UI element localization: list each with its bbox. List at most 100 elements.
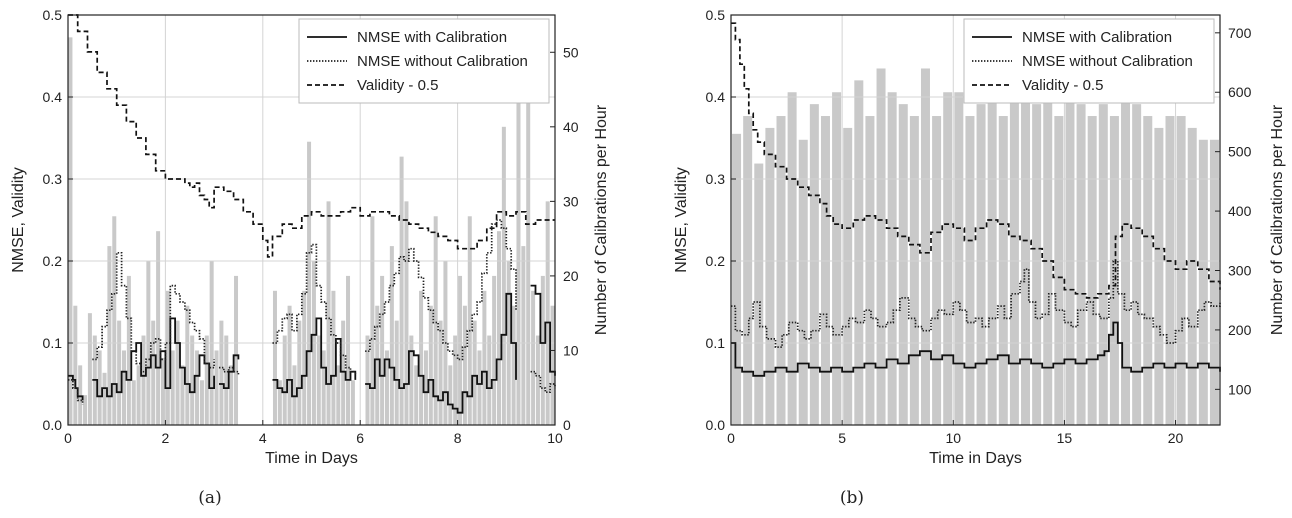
calibration-bar: [545, 201, 550, 425]
calibration-bar: [224, 335, 229, 425]
calibration-bar: [1132, 104, 1142, 425]
calibration-bar: [743, 116, 753, 425]
calibration-bar: [467, 216, 472, 425]
y2-axis-label: Number of Calibrations per Hour: [1269, 104, 1286, 335]
x-tick-label: 4: [259, 430, 267, 446]
calibration-bar: [117, 320, 122, 425]
calibration-bar: [102, 372, 107, 425]
calibration-bar: [73, 305, 78, 425]
calibration-bar: [954, 92, 964, 426]
series-validity-0-5: [68, 14, 555, 258]
y-tick-label: 0.4: [706, 89, 726, 105]
legend-label: NMSE with Calibration: [357, 29, 507, 46]
series-validity-0-5: [731, 22, 1221, 299]
calibration-bar: [122, 350, 127, 425]
series-line: [272, 317, 357, 398]
calibration-bar: [307, 141, 312, 425]
calibration-bar: [326, 201, 331, 425]
y-tick-label: 0.2: [43, 253, 63, 269]
series-line: [272, 243, 357, 376]
calibration-bar: [976, 104, 986, 425]
y2-tick-label: 0: [563, 417, 571, 433]
calibration-bar: [316, 335, 321, 425]
calibration-bar: [175, 320, 180, 425]
y-tick-label: 0.4: [43, 89, 63, 105]
calibration-bar: [898, 104, 908, 425]
calibration-bar: [832, 92, 842, 426]
series-nmse-without-calibration: [731, 260, 1221, 348]
y2-tick-label: 30: [563, 193, 579, 209]
legend-label: NMSE with Calibration: [1022, 29, 1172, 46]
y2-tick-label: 100: [1228, 381, 1252, 397]
chart-panel-b: 0 5 10 15 20 0.0 0.1 0.2 0.3 0.4 0.5 100 200 300 400 50…: [673, 7, 1286, 467]
calibration-bar: [550, 305, 555, 425]
calibration-bar: [277, 380, 282, 425]
y2-tick-label: 50: [563, 44, 579, 60]
calibration-bar: [865, 116, 875, 425]
calibration-bar: [170, 350, 175, 425]
calibration-bar: [1076, 104, 1086, 425]
calibration-bar: [1121, 80, 1131, 426]
plot-frame: [730, 14, 1221, 426]
calibration-bar: [199, 380, 204, 425]
y-tick-label: 0.0: [706, 417, 726, 433]
calibration-bar: [302, 290, 307, 425]
series-nmse-with-calibration: [731, 321, 1221, 377]
x-tick-label: 8: [454, 430, 462, 446]
y2-tick-label: 20: [563, 268, 579, 284]
calibration-bar: [409, 335, 414, 425]
calibration-bar: [365, 335, 370, 425]
calibration-bar: [1198, 139, 1208, 426]
calibration-bar: [131, 380, 136, 425]
calibration-bar: [843, 127, 853, 425]
calibration-bar: [389, 246, 394, 425]
calibration-bar: [190, 335, 195, 425]
calibration-bar: [492, 275, 497, 425]
y2-tick-label: 40: [563, 119, 579, 135]
legend-label: NMSE without Calibration: [357, 53, 528, 70]
x-tick-label: 10: [547, 430, 563, 446]
calibration-bar: [1043, 80, 1053, 426]
legend: NMSE with Calibration NMSE without Calibr…: [298, 18, 550, 104]
series-line: [731, 321, 1221, 377]
y-tick-label: 0.0: [43, 417, 63, 433]
x-tick-label: 0: [727, 430, 735, 446]
calibration-bar: [97, 350, 102, 425]
calibration-bar: [331, 290, 336, 425]
calibration-bar: [423, 350, 428, 425]
calibration-bar: [453, 335, 458, 425]
calibration-bar: [809, 104, 819, 425]
calibration-bar: [1143, 116, 1153, 425]
calibration-bar: [83, 395, 88, 425]
calibration-bar: [229, 365, 234, 425]
calibration-bar: [438, 320, 443, 425]
calibration-bar: [78, 365, 83, 425]
calibration-bar: [521, 246, 526, 425]
calibration-bar: [151, 320, 156, 425]
series-line: [530, 370, 556, 394]
calibration-bar: [297, 320, 302, 425]
calibration-bar: [87, 313, 92, 425]
calibration-bar: [219, 320, 224, 425]
x-tick-label: 2: [162, 430, 170, 446]
y-tick-label: 0.5: [43, 7, 63, 23]
calibration-bar: [321, 350, 326, 425]
caption-a: (a): [198, 488, 222, 508]
y2-tick-label: 600: [1228, 84, 1252, 100]
calibration-bar: [482, 290, 487, 425]
y-tick-label: 0.3: [43, 171, 63, 187]
caption-b: (b): [839, 488, 865, 508]
calibration-bars: [732, 68, 1219, 426]
calibration-bar: [404, 201, 409, 425]
calibration-bar: [965, 116, 975, 425]
calibration-bar: [920, 68, 930, 425]
series-line: [530, 284, 556, 376]
calibration-bar: [787, 92, 797, 426]
calibration-bar: [458, 275, 463, 425]
calibration-bar: [487, 335, 492, 425]
calibration-bar: [1065, 92, 1075, 426]
legend-label: Validity - 0.5: [357, 77, 438, 94]
x-tick-label: 5: [838, 430, 846, 446]
calibration-bar: [399, 156, 404, 426]
calibration-bar: [462, 305, 467, 425]
